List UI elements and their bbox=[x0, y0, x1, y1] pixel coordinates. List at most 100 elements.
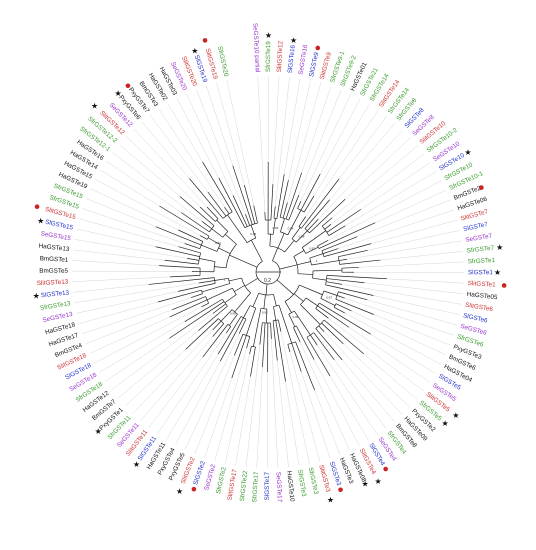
leaf-label: HaGSTe05 bbox=[466, 291, 498, 301]
star-marker-icon: ★ bbox=[33, 292, 40, 301]
leaf-guide-line bbox=[124, 349, 186, 407]
branch-line bbox=[278, 319, 282, 332]
star-marker-icon: ★ bbox=[464, 148, 471, 157]
branch-arc bbox=[227, 324, 231, 327]
branch-line bbox=[284, 240, 295, 253]
leaf-label: SeGSTe16 bbox=[297, 44, 309, 76]
leaf-guide-line bbox=[343, 343, 411, 408]
leaf-label: SeGSTe2 bbox=[203, 463, 217, 491]
branch-line bbox=[211, 228, 224, 238]
branch-line bbox=[244, 185, 256, 224]
branch-line bbox=[272, 247, 278, 261]
support-value: 0.98 bbox=[299, 235, 305, 239]
branch-line bbox=[305, 246, 319, 254]
branch-line bbox=[253, 308, 262, 347]
branch-line bbox=[220, 317, 244, 362]
leaf-label: SeGSTe10 partial bbox=[251, 23, 261, 73]
branch-line bbox=[272, 320, 278, 361]
branch-arc bbox=[209, 225, 215, 233]
leaf-guide-line bbox=[79, 218, 179, 247]
star-marker-icon: ★ bbox=[442, 419, 449, 428]
star-marker-icon: ★ bbox=[494, 268, 501, 277]
branch-line bbox=[199, 235, 208, 240]
red-dot-marker-icon bbox=[125, 83, 131, 89]
leaf-guide-line bbox=[299, 341, 350, 451]
leaf-guide-line bbox=[371, 219, 458, 244]
branch-line bbox=[306, 337, 331, 377]
leaf-label: SlGSTe1 bbox=[468, 269, 493, 276]
branch-line bbox=[312, 269, 342, 272]
leaf-guide-line bbox=[99, 321, 185, 373]
leaf-label: SlGSTe17 bbox=[264, 471, 271, 500]
branch-line bbox=[311, 260, 340, 266]
branch-line bbox=[234, 292, 251, 313]
branch-arc bbox=[251, 345, 256, 348]
leaf-guide-line bbox=[313, 359, 360, 446]
leaf-guide-line bbox=[373, 314, 450, 346]
branch-line bbox=[164, 259, 199, 265]
leaf-guide-line bbox=[358, 261, 464, 268]
leaf-label: SlitGSTe7 bbox=[460, 208, 489, 222]
branch-line bbox=[201, 221, 212, 230]
leaf-guide-line bbox=[81, 297, 192, 334]
branch-line bbox=[250, 346, 256, 377]
leaf-guide-lines bbox=[72, 75, 464, 468]
star-marker-icon: ★ bbox=[362, 479, 369, 488]
branch-line bbox=[224, 294, 237, 304]
branch-line bbox=[339, 258, 348, 261]
branch-arc bbox=[320, 290, 325, 299]
branch-line bbox=[227, 214, 248, 243]
branch-line bbox=[246, 336, 251, 349]
branch-arc bbox=[198, 252, 201, 265]
leaf-guide-line bbox=[175, 360, 221, 445]
branch-line bbox=[288, 194, 300, 221]
branch-line bbox=[178, 246, 201, 254]
red-dot-marker-icon bbox=[191, 486, 197, 492]
leaf-label: SfrGSTe7 bbox=[467, 245, 495, 255]
leaf-label: SlGSTe9 bbox=[308, 51, 320, 77]
branch-line bbox=[309, 199, 346, 234]
leaf-guide-line bbox=[283, 78, 301, 175]
support-value: 0.94 bbox=[288, 226, 294, 230]
branch-line bbox=[202, 161, 233, 213]
leaf-guide-line bbox=[367, 230, 460, 251]
branch-line bbox=[293, 293, 304, 302]
branch-line bbox=[300, 173, 321, 211]
branch-line bbox=[191, 293, 203, 298]
leaf-label: SfrGSTe2 bbox=[215, 466, 228, 495]
leaf-guide-line bbox=[245, 344, 261, 467]
star-marker-icon: ★ bbox=[496, 243, 503, 252]
leaf-guide-line bbox=[370, 333, 436, 374]
branch-line bbox=[217, 316, 242, 355]
branch-line bbox=[234, 334, 244, 356]
leaf-guide-line bbox=[363, 353, 418, 400]
branch-line bbox=[307, 218, 319, 231]
leaf-label: SlGSTe6 bbox=[462, 312, 488, 324]
leaf-guide-line bbox=[328, 318, 424, 392]
branch-line bbox=[326, 281, 343, 285]
leaf-guide-line bbox=[280, 331, 310, 464]
leaf-guide-line bbox=[300, 94, 351, 202]
branch-line bbox=[212, 320, 222, 331]
branch-line bbox=[339, 259, 381, 265]
branch-line bbox=[225, 234, 237, 245]
branch-line bbox=[201, 244, 218, 252]
leaf-guide-line bbox=[126, 136, 201, 208]
branch-line bbox=[218, 247, 231, 254]
branch-line bbox=[304, 199, 330, 229]
branch-arc bbox=[255, 260, 281, 285]
bootstrap-support-values: 0.99 0.98 1 0.97 0.95 0.92 0.96 1 0.93 0.98 0.94 0.… bbox=[215, 226, 332, 319]
red-dot-marker-icon bbox=[202, 38, 208, 43]
support-value: 0.95 bbox=[292, 315, 298, 319]
branch-line bbox=[310, 334, 318, 346]
leaf-guide-line bbox=[133, 128, 208, 208]
leaf-label: SfrGSTe3 bbox=[307, 467, 320, 496]
branch-line bbox=[212, 303, 226, 314]
branch-arc bbox=[228, 278, 231, 284]
branch-line bbox=[252, 292, 260, 307]
leaf-guide-line bbox=[300, 371, 331, 459]
support-value: 1 bbox=[224, 278, 226, 282]
leaf-guide-line bbox=[351, 310, 446, 356]
branch-arc bbox=[317, 245, 320, 249]
branch-arc bbox=[222, 211, 233, 219]
